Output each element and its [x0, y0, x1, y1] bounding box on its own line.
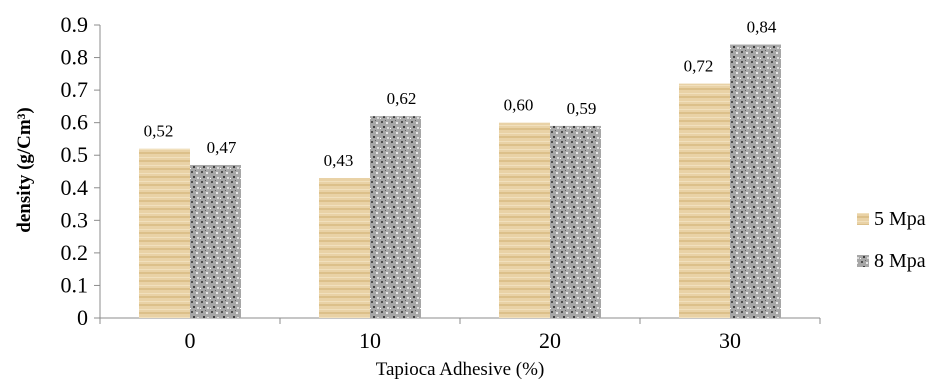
x-tick-label: 10 — [359, 328, 381, 353]
data-label: 0,62 — [387, 89, 417, 108]
y-tick-label: 0.3 — [61, 207, 89, 232]
legend-label: 8 Mpa — [874, 250, 926, 272]
bars-group — [139, 44, 781, 319]
y-tick-label: 0.6 — [61, 110, 89, 135]
legend-swatch — [857, 213, 869, 225]
bar-8mpa — [190, 164, 241, 318]
data-label: 0,52 — [144, 122, 174, 141]
bar-5mpa — [499, 122, 550, 319]
bar-5mpa — [679, 83, 730, 318]
data-label: 0,72 — [684, 57, 714, 76]
legend-label: 5 Mpa — [874, 208, 926, 230]
x-tick-label: 20 — [539, 328, 561, 353]
bar-5mpa — [139, 148, 190, 318]
y-tick-label: 0 — [77, 305, 88, 330]
legend: 5 Mpa 8 Mpa — [857, 208, 926, 272]
data-label: 0,84 — [747, 18, 777, 37]
y-tick-label: 0.9 — [61, 12, 89, 37]
bar-8mpa — [370, 116, 421, 319]
bar-5mpa — [319, 178, 370, 318]
x-tick-label: 30 — [719, 328, 741, 353]
x-axis-title: Tapioca Adhesive (%) — [376, 359, 545, 380]
y-axis: 0 0.1 0.2 0.3 0.4 0.5 0.6 0.7 0.8 0.9 — [61, 12, 101, 330]
bar-8mpa — [730, 44, 781, 319]
x-axis: 0 10 20 30 — [99, 317, 821, 353]
data-label: 0,60 — [504, 96, 534, 115]
y-tick-label: 0.2 — [61, 240, 89, 265]
data-label: 0,43 — [324, 151, 354, 170]
y-tick-label: 0.4 — [61, 175, 89, 200]
y-tick-label: 0.7 — [61, 77, 89, 102]
legend-swatch — [857, 255, 869, 267]
data-labels-group: 0,52 0,43 0,60 0,72 0,47 0,62 0,59 0,84 — [144, 18, 777, 170]
y-tick-label: 0.1 — [61, 272, 89, 297]
y-axis-title: density (g/Cm³) — [14, 107, 35, 233]
data-label: 0,47 — [207, 138, 237, 157]
y-tick-label: 0.5 — [61, 142, 89, 167]
y-tick-label: 0.8 — [61, 45, 89, 70]
x-tick-label: 0 — [185, 328, 196, 353]
bar-8mpa — [550, 125, 601, 318]
data-label: 0,59 — [567, 99, 597, 118]
